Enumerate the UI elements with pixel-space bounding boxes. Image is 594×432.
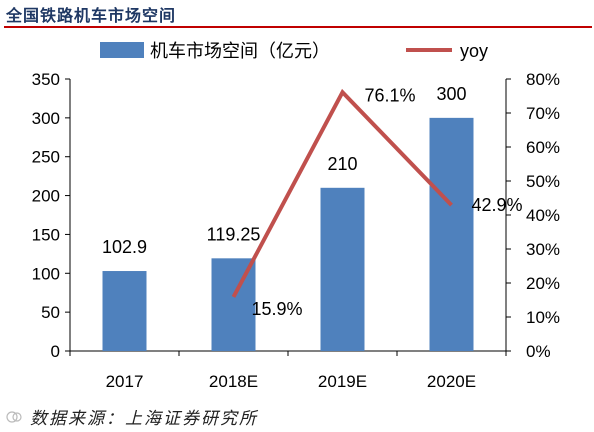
x-tick-label: 2017 (106, 372, 144, 391)
line-data-label: 76.1% (365, 85, 416, 105)
y-right-tick-label: 30% (526, 240, 560, 259)
legend: 机车市场空间（亿元） yoy (100, 41, 488, 61)
y-right-tick-label: 60% (526, 138, 560, 157)
y-left-tick-label: 100 (32, 264, 60, 283)
y-right-tick-label: 0% (526, 342, 551, 361)
y-right-tick-label: 20% (526, 274, 560, 293)
bar (429, 117, 474, 351)
line-path (231, 88, 453, 298)
line-data-label: 15.9% (252, 299, 303, 319)
x-tick-label: 2019E (318, 372, 367, 391)
line-series (231, 88, 453, 298)
line-data-label: 42.9% (472, 195, 523, 215)
y-right-tick-label: 40% (526, 206, 560, 225)
bar (320, 187, 365, 351)
chart-area: 机车市场空间（亿元） yoy 0 50 100 150 200 250 300 350 0% 10%… (32, 41, 560, 391)
y-right-tick-label: 10% (526, 308, 560, 327)
bar (211, 258, 256, 351)
chart-title: 全国铁路机车市场空间 (6, 6, 177, 25)
y-right-tick-label: 50% (526, 172, 560, 191)
axes: 0 50 100 150 200 250 300 350 0% 10% 20% 30% 40% 50% 60… (32, 70, 560, 391)
y-left-tick-label: 350 (32, 70, 60, 89)
bar (102, 271, 147, 351)
x-tick-label: 2020E (427, 372, 476, 391)
y-left-tick-label: 200 (32, 187, 60, 206)
title-divider (4, 26, 592, 28)
y-left-tick-label: 150 (32, 225, 60, 244)
y-left-tick-label: 50 (41, 303, 60, 322)
bar-series (102, 117, 474, 351)
watermark-icon (6, 411, 22, 423)
y-right-tick-label: 80% (526, 70, 560, 89)
y-left-tick-label: 300 (32, 109, 60, 128)
bar-data-label: 210 (327, 154, 357, 174)
source-note: 数据来源：上海证券研究所 (30, 409, 258, 429)
legend-label-line: yoy (460, 41, 488, 61)
x-tick-label: 2018E (209, 372, 258, 391)
legend-swatch-bar (100, 42, 144, 58)
bar-data-label: 300 (436, 84, 466, 104)
legend-label-bar: 机车市场空间（亿元） (150, 41, 330, 61)
y-right-tick-label: 70% (526, 104, 560, 123)
bar-data-label: 119.25 (207, 224, 261, 244)
y-left-tick-label: 0 (51, 342, 60, 361)
bar-data-label: 102.9 (102, 237, 147, 257)
y-left-tick-label: 250 (32, 148, 60, 167)
data-labels: 102.9 119.25 210 300 15.9% 76.1% 42.9% (102, 84, 523, 319)
